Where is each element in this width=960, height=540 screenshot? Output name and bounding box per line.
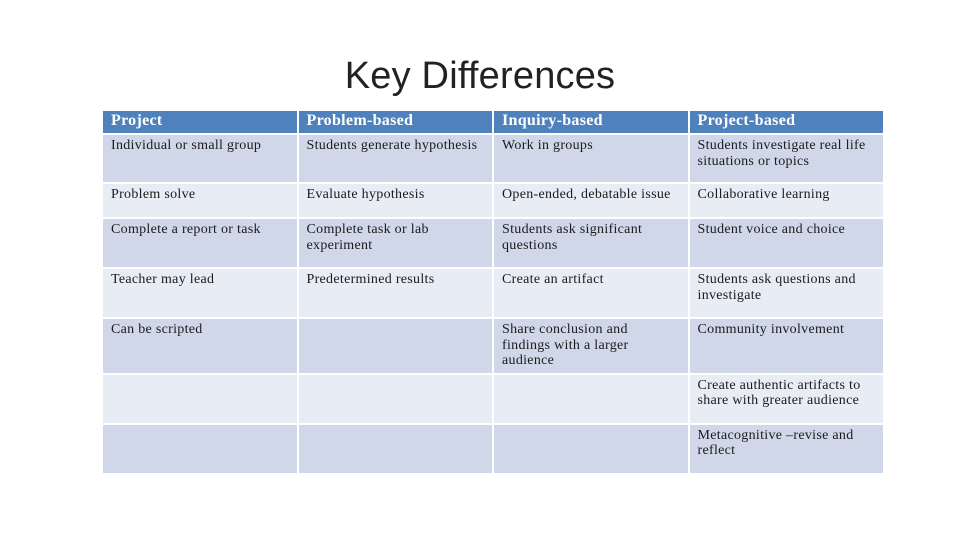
table-row: Can be scripted Share conclusion and fin… xyxy=(103,319,883,373)
table-cell: Metacognitive –revise and reflect xyxy=(689,424,883,473)
table-row: Problem solve Evaluate hypothesis Open-e… xyxy=(103,184,883,217)
table-cell: Create authentic artifacts to share with… xyxy=(689,374,883,423)
table-cell: Complete task or lab experiment xyxy=(298,219,492,267)
comparison-table: Project Problem-based Inquiry-based Proj… xyxy=(101,109,885,475)
table-cell xyxy=(298,374,492,423)
table-row: Individual or small group Students gener… xyxy=(103,135,883,182)
header-cell: Inquiry-based xyxy=(494,111,688,133)
table-cell xyxy=(494,424,688,473)
table-cell: Predetermined results xyxy=(298,269,492,317)
comparison-table-container: Project Problem-based Inquiry-based Proj… xyxy=(103,109,885,475)
table-row: Metacognitive –revise and reflect xyxy=(103,424,883,473)
table-cell: Work in groups xyxy=(494,135,688,182)
table-header-row: Project Problem-based Inquiry-based Proj… xyxy=(103,111,883,133)
table-cell: Students ask significant questions xyxy=(494,219,688,267)
table-cell: Students generate hypothesis xyxy=(298,135,492,182)
table-cell: Can be scripted xyxy=(103,319,297,373)
table-cell xyxy=(494,374,688,423)
table-row: Complete a report or task Complete task … xyxy=(103,219,883,267)
table-cell: Student voice and choice xyxy=(689,219,883,267)
header-cell: Problem-based xyxy=(298,111,492,133)
slide-title: Key Differences xyxy=(344,55,616,97)
table-cell: Teacher may lead xyxy=(103,269,297,317)
table-cell: Complete a report or task xyxy=(103,219,297,267)
header-cell: Project xyxy=(103,111,297,133)
table-cell xyxy=(298,424,492,473)
table-cell: Collaborative learning xyxy=(689,184,883,217)
table-cell: Create an artifact xyxy=(494,269,688,317)
table-cell: Problem solve xyxy=(103,184,297,217)
table-cell xyxy=(103,374,297,423)
table-row: Create authentic artifacts to share with… xyxy=(103,374,883,423)
table-cell: Open-ended, debatable issue xyxy=(494,184,688,217)
table-cell: Community involvement xyxy=(689,319,883,373)
table-cell xyxy=(103,424,297,473)
table-row: Teacher may lead Predetermined results C… xyxy=(103,269,883,317)
table-cell: Students investigate real life situation… xyxy=(689,135,883,182)
table-cell xyxy=(298,319,492,373)
table-cell: Evaluate hypothesis xyxy=(298,184,492,217)
table-cell: Students ask questions and investigate xyxy=(689,269,883,317)
header-cell: Project-based xyxy=(689,111,883,133)
table-cell: Share conclusion and findings with a lar… xyxy=(494,319,688,373)
table-cell: Individual or small group xyxy=(103,135,297,182)
